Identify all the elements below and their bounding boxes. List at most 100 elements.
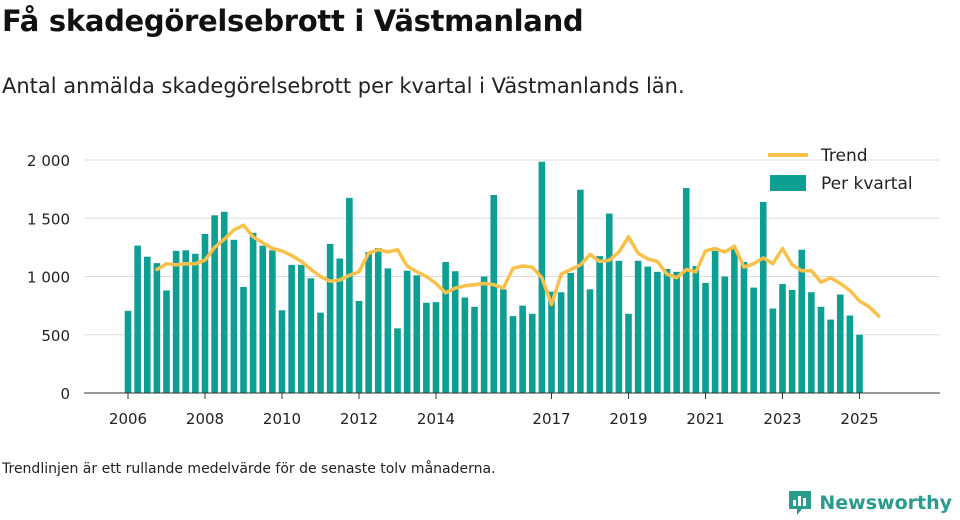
bar [451,271,459,393]
x-tick-label: 2014 [417,410,455,428]
bar [615,260,623,393]
bar [153,263,161,393]
bar [567,273,575,393]
bar [278,310,286,393]
bar [259,245,267,393]
bar [326,243,334,393]
bar [682,187,690,393]
bar [769,308,777,393]
bar [490,194,498,393]
bar [413,275,421,393]
bar [423,302,430,393]
chart-subtitle: Antal anmälda skadegörelsebrott per kvar… [2,74,685,98]
bar [625,313,632,393]
bar [432,302,440,393]
bar [740,261,748,393]
axes: 0 500 1 000 1 500 2 000 2006 2008 2010 2012 2014 2… [27,152,940,428]
bar [471,306,478,393]
bar [702,282,709,393]
bar [365,252,372,393]
bar [220,211,228,393]
bar [750,287,757,393]
bar [442,261,449,393]
bar [480,276,488,393]
x-tick-label: 2010 [263,410,301,428]
footnote: Trendlinjen är ett rullande medelvärde f… [2,461,496,477]
bar [731,248,738,393]
bar [297,264,305,393]
y-tick-label: 1 000 [27,269,70,287]
bar [711,250,719,393]
bar [230,239,238,393]
bar [374,247,382,393]
bar [500,289,507,393]
bar [163,290,170,393]
bar [269,250,276,393]
bar [384,268,392,393]
bar [798,249,806,393]
x-tick-label: 2025 [840,410,878,428]
bar [663,268,671,393]
bar [557,292,565,393]
bar [654,271,661,393]
bar [182,250,190,393]
bar [605,213,613,393]
bar [249,232,257,393]
legend-trend-label: Trend [820,146,868,166]
x-tick-label: 2019 [609,410,647,428]
bar [346,197,353,393]
bar [201,233,209,393]
bar [827,319,834,393]
trend-line-group [155,223,881,318]
chart-title: Få skadegörelsebrott i Västmanland [2,4,584,38]
bar [336,258,344,393]
legend-bar-label: Per kvartal [821,174,913,194]
bar [509,316,517,393]
bar [192,253,199,393]
brand: Newsworthy [787,489,952,517]
bar [317,312,324,393]
x-tick-label: 2006 [109,410,147,428]
bar [817,306,825,393]
bar [124,310,132,393]
bar [846,315,854,393]
bar [779,284,786,393]
brand-name: Newsworthy [819,492,952,514]
x-tick-label: 2012 [340,410,378,428]
bar [808,292,815,393]
x-tick-label: 2023 [763,410,801,428]
y-tick-label: 2 000 [27,152,70,170]
legend: Trend Per kvartal [768,146,913,194]
bar [759,201,767,393]
x-tick-label: 2008 [186,410,224,428]
bar [307,278,315,393]
bar [355,300,363,393]
trend-line [155,223,881,318]
bar [673,271,680,393]
bar [134,245,141,393]
x-tick-label: 2017 [532,410,570,428]
x-tick-label: 2021 [686,410,724,428]
bar [394,328,401,393]
bar [548,291,555,393]
bar [644,266,652,393]
bar [528,313,536,393]
bar [596,256,603,393]
bar [240,286,247,393]
bar [172,250,180,393]
bar [692,266,700,393]
y-tick-label: 1 500 [27,210,70,228]
bar [586,289,594,393]
bar [519,305,526,393]
bar [836,294,844,393]
bar [721,276,729,393]
newsworthy-logo-icon [789,491,812,515]
bar [856,334,863,393]
bar [788,289,796,393]
bars [124,161,863,393]
y-tick-label: 500 [41,327,70,345]
bar [577,189,584,393]
bar [634,260,642,393]
bar [403,270,411,393]
